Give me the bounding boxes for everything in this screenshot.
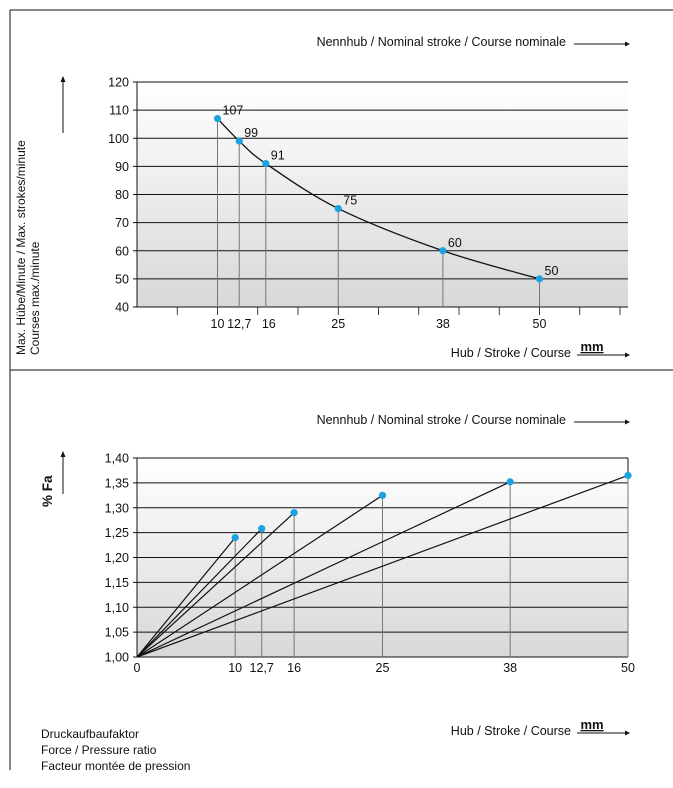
chart2-series-lines bbox=[136, 474, 629, 658]
chart1-x-tick-label: 16 bbox=[262, 317, 276, 331]
chart1-data-label: 99 bbox=[244, 126, 258, 140]
chart1-x-unit: mm bbox=[580, 339, 603, 354]
chart2-y-tick-label: 1,00 bbox=[105, 651, 129, 665]
strokes-per-minute-chart: Nennhub / Nominal stroke / Course nomina… bbox=[14, 35, 630, 360]
chart1-x-tick-label: 25 bbox=[331, 317, 345, 331]
chart1-y-tick-label: 40 bbox=[115, 301, 129, 315]
chart1-y-tick-labels: 40 50 60 70 80 90 100 110 120 bbox=[108, 76, 129, 315]
chart1-data-point bbox=[235, 137, 243, 145]
chart1-y-tick-label: 50 bbox=[115, 272, 129, 286]
chart1-drop-lines bbox=[217, 118, 540, 307]
chart2-series-line bbox=[136, 481, 511, 658]
chart2-x-tick-label: 10 bbox=[228, 661, 242, 675]
chart1-data-label: 107 bbox=[223, 104, 244, 118]
chart1-x-axis-arrow bbox=[577, 352, 630, 358]
chart1-data-label: 50 bbox=[545, 264, 559, 278]
chart2-data-point bbox=[506, 478, 514, 486]
chart1-data-points bbox=[213, 114, 544, 283]
chart2-data-point bbox=[378, 491, 387, 499]
chart2-title-arrow bbox=[574, 419, 630, 425]
chart2-x-tick-label: 12,7 bbox=[250, 661, 274, 675]
chart2-y-axis-arrow bbox=[60, 451, 66, 494]
legend-caption: Druckaufbaufaktor Force / Pressure ratio… bbox=[41, 727, 190, 773]
chart2-series-line bbox=[136, 537, 236, 658]
legend-line-3: Facteur montée de pression bbox=[41, 759, 190, 773]
chart2-y-tick-label: 1,25 bbox=[105, 526, 129, 540]
chart1-data-label: 75 bbox=[343, 194, 357, 208]
chart1-y-tick-label: 70 bbox=[115, 216, 129, 230]
chart2-data-point bbox=[231, 534, 239, 542]
chart2-series-line bbox=[136, 474, 629, 658]
chart1-gridlines bbox=[133, 81, 628, 315]
chart1-x-tick-labels: 10 12,7 16 25 38 50 bbox=[211, 317, 547, 331]
chart2-series-line bbox=[136, 512, 295, 658]
chart1-y-tick-label: 100 bbox=[108, 132, 129, 146]
chart1-data-point bbox=[262, 159, 270, 168]
chart1-x-tick-label: 10 bbox=[211, 317, 225, 331]
chart2-y-tick-label: 1,10 bbox=[105, 601, 129, 615]
chart2-y-tick-label: 1,05 bbox=[105, 626, 129, 640]
chart2-x-tick-label: 38 bbox=[503, 661, 517, 675]
legend-line-2: Force / Pressure ratio bbox=[41, 743, 157, 757]
chart1-data-label: 91 bbox=[271, 149, 285, 163]
chart1-y-axis-label-2: Courses max./minute bbox=[28, 241, 42, 355]
chart2-data-point bbox=[624, 471, 632, 480]
chart1-title-arrow bbox=[574, 41, 630, 47]
chart2-x-tick-label: 50 bbox=[621, 661, 635, 675]
chart1-data-point bbox=[213, 114, 222, 123]
chart1-x-tick-label: 38 bbox=[436, 317, 450, 331]
chart2-y-tick-labels: 1,00 1,05 1,10 1,15 1,20 1,25 1,30 1,35 1,40 bbox=[105, 452, 129, 665]
chart2-y-tick-label: 1,15 bbox=[105, 576, 129, 590]
chart1-x-axis-label: Hub / Stroke / Course bbox=[451, 346, 571, 360]
chart2-y-tick-label: 1,40 bbox=[105, 452, 129, 466]
chart2-series-line bbox=[136, 528, 263, 658]
chart1-y-axis-label: Max. Hübe/Minute / Max. strokes/minute bbox=[14, 140, 28, 355]
chart1-data-label: 60 bbox=[448, 236, 462, 250]
pressure-ratio-chart: Nennhub / Nominal stroke / Course nomina… bbox=[40, 413, 635, 773]
chart1-title: Nennhub / Nominal stroke / Course nomina… bbox=[317, 35, 566, 49]
chart1-y-tick-label: 110 bbox=[109, 104, 129, 118]
chart2-x-tick-label: 16 bbox=[287, 661, 301, 675]
chart2-x-axis-arrow bbox=[577, 730, 630, 736]
chart1-data-point bbox=[535, 275, 544, 283]
legend-line-1: Druckaufbaufaktor bbox=[41, 727, 139, 741]
chart2-data-point bbox=[290, 509, 298, 517]
chart2-x-tick-label: 25 bbox=[376, 661, 390, 675]
chart1-data-point bbox=[334, 204, 342, 213]
chart1-x-tick-label: 50 bbox=[533, 317, 547, 331]
chart2-data-point bbox=[258, 525, 266, 533]
chart2-y-axis-label: % Fa bbox=[40, 475, 55, 507]
chart2-y-tick-label: 1,20 bbox=[105, 551, 129, 565]
chart2-drop-lines bbox=[234, 475, 629, 657]
chart1-y-tick-label: 120 bbox=[108, 76, 129, 90]
chart2-x-unit: mm bbox=[580, 717, 603, 732]
chart2-title: Nennhub / Nominal stroke / Course nomina… bbox=[317, 413, 566, 427]
chart1-y-axis-arrow bbox=[60, 76, 66, 133]
chart2-x-tick-label: 0 bbox=[134, 661, 141, 675]
chart2-x-axis-label: Hub / Stroke / Course bbox=[451, 724, 571, 738]
chart1-y-tick-label: 80 bbox=[115, 188, 129, 202]
chart1-y-tick-label: 60 bbox=[115, 244, 129, 258]
chart1-x-tick-label: 12,7 bbox=[227, 317, 251, 331]
chart1-y-tick-label: 90 bbox=[115, 160, 129, 174]
chart2-series-line bbox=[136, 494, 383, 658]
chart2-x-tick-labels: 0 10 12,7 16 25 38 50 bbox=[134, 661, 635, 675]
chart2-y-tick-label: 1,35 bbox=[105, 476, 129, 490]
chart2-y-tick-label: 1,30 bbox=[105, 501, 129, 515]
chart2-data-points bbox=[231, 471, 632, 542]
chart1-data-point bbox=[439, 247, 447, 255]
